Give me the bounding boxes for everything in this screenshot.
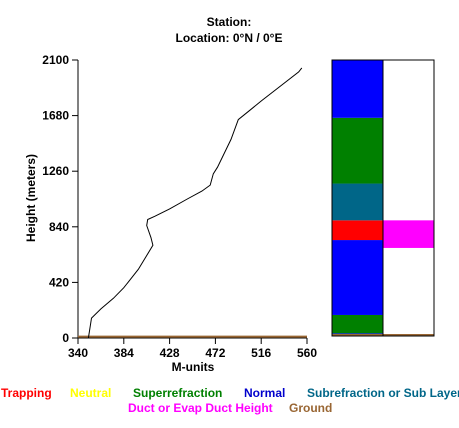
x-tick-label: 428 bbox=[160, 346, 180, 360]
y-tick-label: 1260 bbox=[42, 164, 69, 178]
duct-bar-background bbox=[383, 60, 434, 336]
legend-item: Normal bbox=[244, 386, 286, 400]
ground-strip bbox=[332, 334, 383, 336]
plot-area: 0 420 840 1260 1680 2100 340 384 428 472 516 560 bbox=[42, 53, 317, 360]
class-segment bbox=[332, 60, 383, 118]
legend-item: Trapping bbox=[1, 386, 52, 400]
legend-item: Subrefraction or Sub Layer bbox=[307, 386, 459, 400]
class-segment bbox=[332, 240, 383, 315]
classification-bars bbox=[331, 59, 435, 337]
x-tick-label: 340 bbox=[68, 346, 88, 360]
location-title: Location: 0°N / 0°E bbox=[176, 31, 283, 45]
class-segment bbox=[332, 117, 383, 184]
legend-item: Ground bbox=[289, 401, 333, 415]
legend-item: Superrefraction bbox=[133, 386, 223, 400]
x-tick-label: 516 bbox=[251, 346, 271, 360]
m-unit-profile-line bbox=[87, 67, 303, 339]
legend-item: Duct or Evap Duct Height bbox=[128, 401, 273, 415]
duct-bar-frame bbox=[382, 59, 435, 337]
station-title: Station: bbox=[207, 15, 252, 29]
class-segment bbox=[332, 183, 383, 221]
ground-strip bbox=[383, 334, 434, 336]
legend-item: Neutral bbox=[70, 386, 112, 400]
x-tick-label: 472 bbox=[205, 346, 225, 360]
duct-segment bbox=[383, 220, 434, 248]
y-tick-label: 420 bbox=[49, 275, 69, 289]
x-tick-label: 560 bbox=[297, 346, 317, 360]
class-segment bbox=[332, 220, 383, 241]
y-tick-label: 840 bbox=[49, 220, 69, 234]
y-tick-label: 0 bbox=[62, 331, 69, 345]
y-tick-label: 2100 bbox=[42, 53, 69, 67]
x-axis-label: M-units bbox=[172, 360, 215, 374]
y-axis-label: Height (meters) bbox=[24, 154, 38, 242]
y-tick-label: 1680 bbox=[42, 109, 69, 123]
class-segment bbox=[332, 314, 383, 334]
x-tick-label: 384 bbox=[114, 346, 134, 360]
